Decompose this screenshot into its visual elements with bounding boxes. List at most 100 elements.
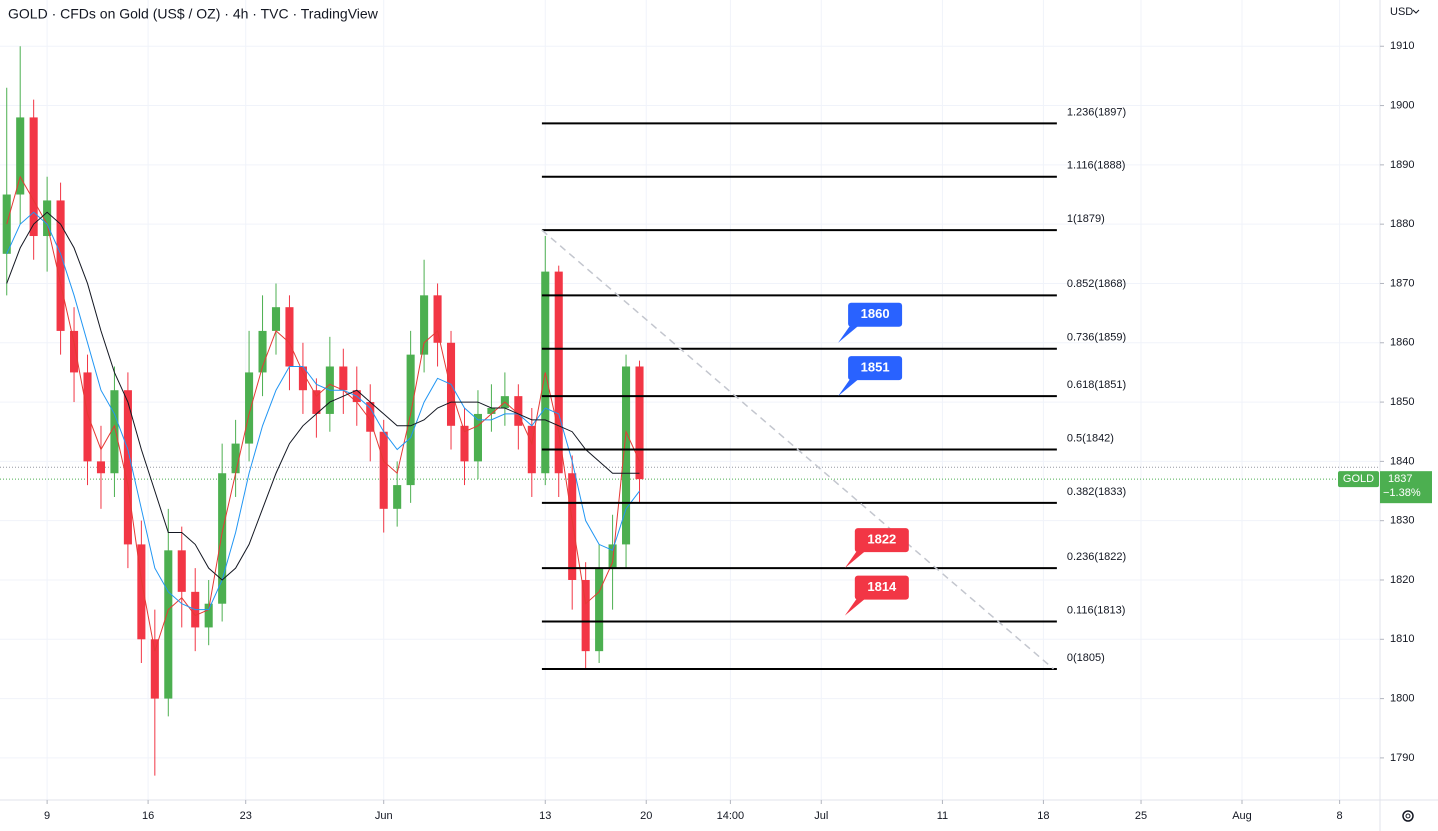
candle-body (608, 544, 617, 569)
fib-label: 0.5(1842) (1067, 432, 1114, 444)
fib-label: 0.852(1868) (1067, 278, 1126, 290)
x-tick-label: 18 (1037, 810, 1049, 822)
fib-label: 0.736(1859) (1067, 332, 1126, 344)
callout-box (854, 575, 909, 600)
candle-body (204, 603, 213, 628)
moving-average (6, 211, 640, 611)
candle-body (514, 396, 523, 426)
candle-body (123, 390, 132, 545)
x-tick-label: Aug (1232, 810, 1252, 822)
candle-body (420, 295, 429, 355)
callout-tail (838, 322, 863, 343)
candle-body (312, 390, 321, 414)
fib-label: 0.382(1833) (1067, 486, 1126, 498)
candle-body (70, 330, 79, 373)
candle-body (56, 200, 65, 331)
y-tick-label: 1860 (1390, 337, 1414, 349)
x-tick-label: Jun (375, 810, 393, 822)
candle-body (83, 372, 92, 462)
candle-body (164, 550, 173, 699)
x-tick-label: 23 (240, 810, 252, 822)
fib-label: 0(1805) (1067, 652, 1105, 664)
callout-label: 1860 (861, 306, 890, 321)
x-tick-label: 8 (1337, 810, 1343, 822)
candle-body (433, 295, 442, 343)
callout-tail (838, 376, 863, 397)
candle-body (29, 117, 38, 237)
callout-box (848, 356, 903, 381)
candle-body (635, 366, 644, 480)
candle-body (487, 408, 496, 414)
y-tick-label: 1880 (1390, 218, 1414, 230)
currency[interactable]: USD (1390, 6, 1413, 18)
candle-body (231, 443, 240, 474)
y-tick-label: 1800 (1390, 692, 1414, 704)
candle-body (379, 431, 388, 509)
y-tick-label: 1830 (1390, 515, 1414, 527)
y-tick-label: 1820 (1390, 574, 1414, 586)
callout-tail (844, 548, 869, 569)
moving-average (6, 211, 640, 581)
y-tick-label: 1890 (1390, 159, 1414, 171)
fib-label: 1(1879) (1067, 213, 1105, 225)
candle-body (366, 402, 375, 432)
overlay: 1790180018101820183018401850186018701880… (44, 40, 1432, 822)
symbol-tag (1338, 471, 1379, 488)
candle-body (150, 639, 159, 699)
candle-body (568, 473, 577, 580)
candle-body (285, 307, 294, 367)
candle-body (339, 366, 348, 391)
candle-body (460, 425, 469, 462)
x-tick-label: 11 (937, 810, 948, 822)
candle-body (137, 544, 146, 640)
candle-body (581, 579, 590, 652)
plot (0, 46, 1380, 776)
candle-body (16, 117, 25, 195)
price-tag-change: −1.38% (1383, 487, 1421, 499)
callout-label: 1822 (867, 532, 896, 547)
candle-body (527, 425, 536, 474)
y-tick-label: 1850 (1390, 396, 1414, 408)
candle-body (258, 330, 267, 373)
x-tick-label: 13 (539, 810, 551, 822)
candle-body (406, 354, 415, 486)
chart-title: GOLD · CFDs on Gold (US$ / OZ) · 4h · TV… (8, 6, 379, 22)
candle-body (96, 461, 106, 474)
gear[interactable] (1402, 810, 1414, 822)
candle-body (177, 550, 186, 592)
fib-label: 0.618(1851) (1067, 379, 1126, 391)
fib-label: 1.116(1888) (1067, 160, 1126, 172)
candle-body (473, 413, 482, 462)
x-tick-label: 16 (142, 810, 154, 822)
currency-caret[interactable] (1412, 9, 1420, 14)
candle-body (622, 366, 631, 545)
y-tick-label: 1810 (1390, 633, 1414, 645)
candle-body (298, 366, 307, 391)
moving-average (6, 175, 640, 652)
y-tick-label: 1840 (1390, 455, 1414, 467)
symbol-tag-label: GOLD (1343, 473, 1374, 485)
price-tag (1380, 471, 1432, 504)
candle-body (245, 372, 254, 444)
callout-tail (844, 595, 869, 616)
candle-body (218, 473, 227, 604)
x-tick-label: 14:00 (717, 810, 745, 822)
y-tick-label: 1910 (1390, 40, 1414, 52)
callout-box (854, 528, 909, 553)
y-tick-label: 1870 (1390, 277, 1414, 289)
price-tag-value: 1837 (1388, 473, 1412, 485)
gear-hole[interactable] (1405, 813, 1411, 819)
x-tick-label: 25 (1135, 810, 1147, 822)
x-tick-label: 20 (640, 810, 652, 822)
settings-icon[interactable] (1402, 810, 1414, 822)
x-tick-label: Jul (814, 810, 828, 822)
callout-label: 1814 (867, 579, 897, 594)
trendline (541, 229, 1055, 670)
candle-body (554, 271, 563, 474)
fib-label: 1.236(1897) (1067, 106, 1126, 118)
y-tick-label: 1900 (1390, 99, 1414, 111)
candle-body (43, 200, 52, 237)
y-tick-label: 1790 (1390, 752, 1414, 764)
